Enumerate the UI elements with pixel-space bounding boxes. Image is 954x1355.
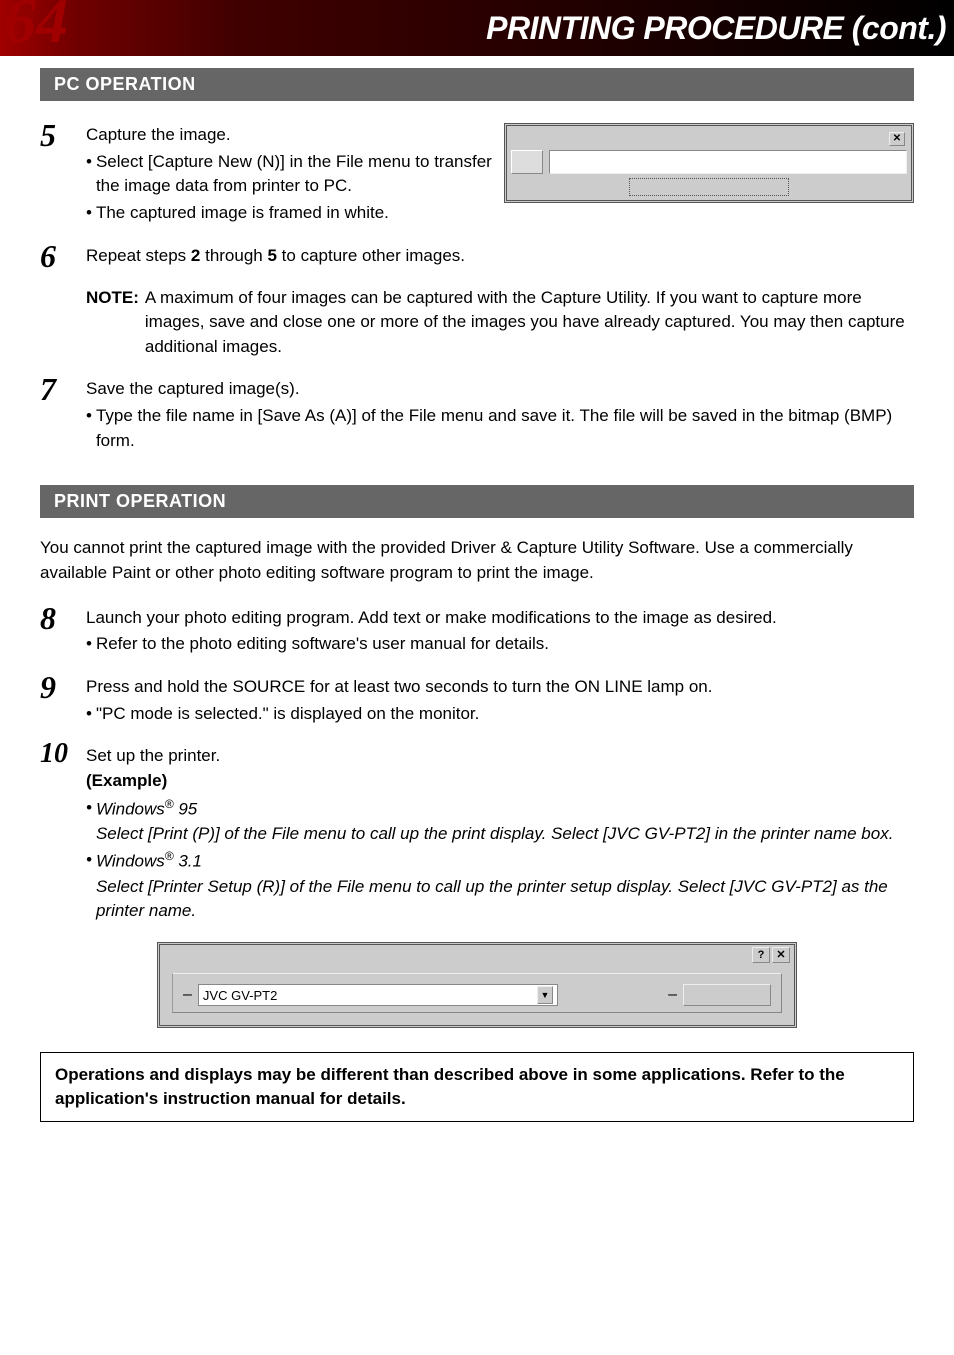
page-title: PRINTING PROCEDURE (cont.)	[486, 10, 946, 47]
dialog-field[interactable]	[549, 150, 907, 174]
page-header: 64 PRINTING PROCEDURE (cont.)	[0, 0, 954, 56]
step-number-9: 9	[40, 671, 76, 703]
step-number-8: 8	[40, 602, 76, 634]
step10-main: Set up the printer.	[86, 744, 914, 769]
win31-text: Select [Printer Setup (R)] of the File m…	[96, 877, 888, 921]
step-number-5: 5	[40, 119, 76, 151]
step8-main: Launch your photo editing program. Add t…	[86, 606, 914, 631]
step6-ref-5: 5	[267, 246, 276, 265]
step-number-7: 7	[40, 373, 76, 405]
printer-dash-left: –	[183, 986, 192, 1004]
note-label: NOTE:	[86, 286, 139, 360]
note-text: A maximum of four images can be captured…	[145, 286, 914, 360]
printer-dialog-button[interactable]	[683, 984, 771, 1006]
step5-bullet1: Select [Capture New (N)] in the File men…	[96, 150, 492, 199]
dialog-button[interactable]	[629, 178, 789, 196]
step5-bullet2: The captured image is framed in white.	[96, 201, 492, 226]
page-number: 64	[4, 0, 68, 48]
example-label: (Example)	[86, 769, 914, 794]
help-icon[interactable]: ?	[752, 947, 770, 963]
step-number-6: 6	[40, 240, 76, 272]
step-number-10: 10	[40, 740, 76, 768]
step6-text-pre: Repeat steps	[86, 246, 191, 265]
section-pc-operation: PC OPERATION	[40, 68, 914, 101]
step8-bullet1: Refer to the photo editing software's us…	[96, 632, 914, 657]
close-icon[interactable]: ✕	[889, 132, 905, 146]
chevron-down-icon[interactable]: ▼	[537, 986, 553, 1004]
printer-dash-right: –	[668, 986, 677, 1004]
win95-ver: 95	[174, 799, 198, 818]
footer-note: Operations and displays may be different…	[40, 1052, 914, 1122]
printer-setup-dialog: ? ✕ – JVC GV-PT2 ▼ –	[157, 942, 797, 1028]
registered-icon: ®	[165, 849, 174, 863]
step7-main: Save the captured image(s).	[86, 377, 914, 402]
section-print-operation: PRINT OPERATION	[40, 485, 914, 518]
step7-bullet1: Type the file name in [Save As (A)] of t…	[96, 404, 914, 453]
step9-main: Press and hold the SOURCE for at least t…	[86, 675, 914, 700]
step9-bullet1: "PC mode is selected." is displayed on t…	[96, 702, 914, 727]
printer-name-select[interactable]: JVC GV-PT2 ▼	[198, 984, 558, 1006]
printer-selected-value: JVC GV-PT2	[203, 988, 277, 1003]
registered-icon: ®	[165, 797, 174, 811]
win95-label: Windows	[96, 799, 165, 818]
step6-text-post: to capture other images.	[277, 246, 465, 265]
dialog-thumbnail	[511, 150, 543, 174]
win31-label: Windows	[96, 852, 165, 871]
step6-ref-2: 2	[191, 246, 200, 265]
note-block: NOTE: A maximum of four images can be ca…	[86, 286, 914, 360]
step6-text-mid: through	[200, 246, 267, 265]
win31-ver: 3.1	[174, 852, 202, 871]
close-icon[interactable]: ✕	[772, 947, 790, 963]
capture-dialog: ✕	[504, 123, 914, 203]
win95-text: Select [Print (P)] of the File menu to c…	[96, 824, 893, 843]
print-intro: You cannot print the captured image with…	[40, 536, 914, 585]
